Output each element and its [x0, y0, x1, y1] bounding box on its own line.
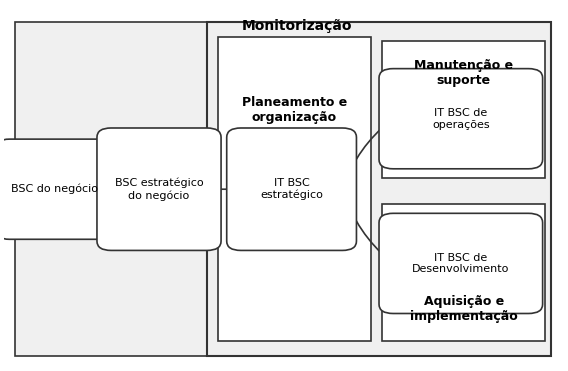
Text: IT BSC de
operações: IT BSC de operações — [432, 108, 490, 129]
FancyBboxPatch shape — [379, 213, 542, 313]
FancyBboxPatch shape — [382, 41, 545, 178]
Text: Monitorização: Monitorização — [242, 19, 353, 33]
FancyBboxPatch shape — [218, 37, 370, 341]
FancyBboxPatch shape — [0, 139, 114, 239]
Text: Planeamento e
organização: Planeamento e organização — [242, 96, 347, 124]
FancyBboxPatch shape — [15, 22, 551, 356]
Text: BSC do negócio: BSC do negócio — [11, 184, 98, 194]
Text: IT BSC
estratégico: IT BSC estratégico — [260, 178, 323, 200]
Text: Aquisição e
implementação: Aquisição e implementação — [410, 295, 517, 323]
FancyBboxPatch shape — [382, 204, 545, 341]
Text: IT BSC de
Desenvolvimento: IT BSC de Desenvolvimento — [412, 253, 509, 274]
Text: Manutenção e
suporte: Manutenção e suporte — [414, 59, 513, 87]
FancyBboxPatch shape — [97, 128, 221, 250]
FancyBboxPatch shape — [207, 22, 551, 356]
FancyBboxPatch shape — [227, 128, 357, 250]
Text: BSC estratégico
do negócio: BSC estratégico do negócio — [115, 178, 203, 201]
FancyBboxPatch shape — [379, 69, 542, 169]
